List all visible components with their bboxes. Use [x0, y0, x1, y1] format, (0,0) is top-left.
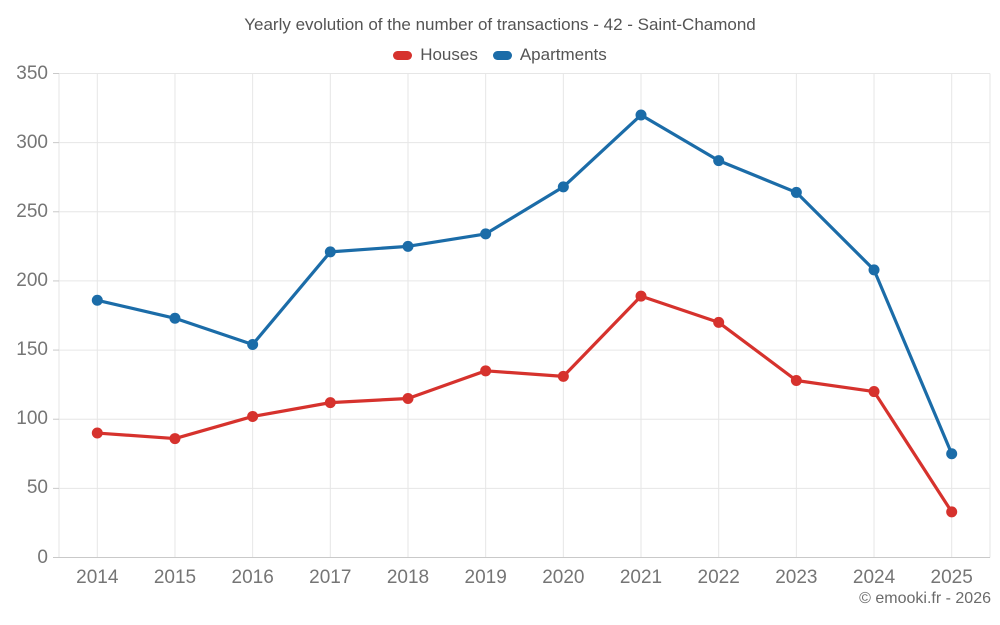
data-point-marker[interactable]: [169, 312, 181, 324]
x-tick-label: 2024: [852, 567, 896, 588]
data-point-marker[interactable]: [946, 448, 958, 460]
x-tick-label: 2023: [775, 567, 818, 588]
y-tick-label: 0: [37, 546, 48, 568]
data-point-marker[interactable]: [790, 374, 802, 386]
y-tick-label: 150: [16, 339, 48, 361]
data-point-marker[interactable]: [480, 228, 492, 240]
data-point-marker[interactable]: [790, 186, 802, 198]
series-line: [95, 113, 954, 456]
x-axis-labels: 2014 2015 2016 2017 2018 2019 2020 2021 2022 2023…: [0, 567, 1000, 591]
data-point-marker[interactable]: [635, 109, 647, 121]
data-point-marker[interactable]: [91, 294, 103, 306]
data-point-marker[interactable]: [713, 316, 725, 328]
data-point-marker[interactable]: [324, 246, 336, 258]
data-point-marker[interactable]: [713, 155, 725, 167]
chart-title: Yearly evolution of the number of transa…: [244, 15, 756, 34]
x-tick-label: 2019: [464, 567, 507, 588]
x-tick-label: 2020: [542, 567, 585, 588]
legend-label-houses: Houses: [420, 45, 478, 64]
data-point-marker[interactable]: [635, 290, 647, 302]
y-tick-label: 200: [16, 269, 48, 291]
series-apartments[interactable]: [91, 109, 958, 460]
data-point-marker[interactable]: [169, 433, 181, 445]
legend-label-apartments: Apartments: [519, 45, 607, 64]
data-point-marker[interactable]: [868, 264, 880, 276]
y-tick-label: 100: [16, 408, 48, 430]
legend-item-apartments[interactable]: Apartments: [492, 45, 607, 65]
data-point-marker[interactable]: [402, 240, 414, 252]
chart-legend: Houses Apartments: [0, 45, 1000, 65]
data-point-marker[interactable]: [247, 410, 259, 422]
y-tick-label: 250: [16, 200, 48, 222]
y-tick-label: 50: [26, 477, 48, 499]
data-point-marker[interactable]: [247, 339, 259, 351]
copyright-text: © emooki.fr - 2026: [859, 590, 991, 607]
data-point-marker[interactable]: [480, 365, 492, 377]
y-axis-labels: 0 50 100 150 200 250 300 350: [0, 0, 48, 625]
x-tick-label: 2016: [231, 567, 274, 588]
data-point-marker[interactable]: [868, 386, 880, 398]
data-point-marker[interactable]: [557, 181, 569, 193]
data-point-marker[interactable]: [557, 370, 569, 382]
x-tick-label: 2021: [619, 567, 663, 588]
data-point-marker[interactable]: [402, 392, 414, 404]
data-point-marker[interactable]: [91, 427, 103, 439]
data-point-marker[interactable]: [324, 397, 336, 409]
series-houses[interactable]: [91, 290, 958, 518]
houses-series-swatch-icon: [393, 50, 413, 60]
x-tick-label: 2022: [697, 567, 740, 588]
x-tick-label: 2015: [153, 567, 197, 588]
x-tick-label: 2018: [386, 567, 430, 588]
x-tick-label: 2017: [309, 567, 352, 588]
legend-item-houses[interactable]: Houses: [393, 45, 478, 65]
x-tick-label: 2025: [930, 567, 973, 588]
series-line: [95, 294, 954, 514]
apartments-series-swatch-icon: [492, 50, 512, 60]
y-tick-label: 300: [16, 131, 48, 153]
y-tick-label: 350: [16, 62, 48, 84]
data-point-marker[interactable]: [946, 506, 958, 518]
x-tick-label: 2014: [76, 567, 119, 588]
